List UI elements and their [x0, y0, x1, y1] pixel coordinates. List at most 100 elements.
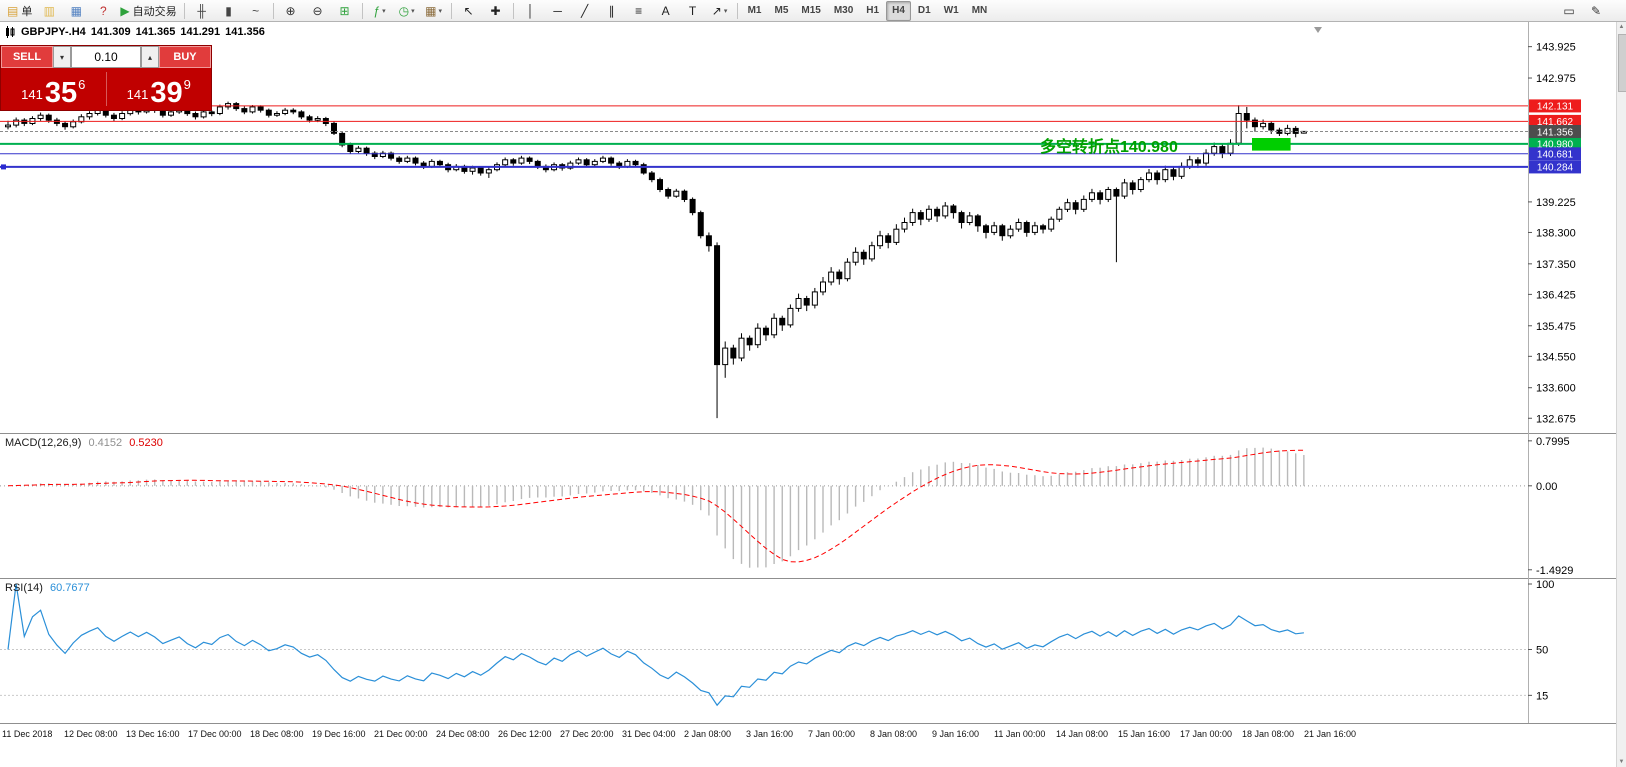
- dropdown-caret-icon: ▾: [723, 7, 728, 15]
- candlestick-symbol-icon: [6, 26, 15, 38]
- fibonacci-button[interactable]: ≡: [626, 1, 652, 21]
- new-order-button[interactable]: ▤ 单: [4, 1, 35, 21]
- toolbar-separator: [512, 2, 514, 19]
- edit-button[interactable]: ✎: [1583, 1, 1609, 21]
- cursor-button[interactable]: ↖: [456, 1, 482, 21]
- price-badge: 140.681: [1529, 147, 1581, 161]
- zoom-in-icon: ⊕: [285, 3, 296, 18]
- timeframe-h1-button[interactable]: H1: [866, 5, 880, 16]
- arrows-button[interactable]: ↗ ▾: [707, 1, 733, 21]
- chat-icon: ▭: [1563, 3, 1575, 18]
- indicators-button[interactable]: ƒ ▾: [367, 1, 393, 21]
- text-button[interactable]: A: [653, 1, 679, 21]
- volume-increase-button[interactable]: ▴: [141, 46, 159, 68]
- price-chart-canvas[interactable]: 143.925 142.975 139.225 138.300 137.350 136.4…: [0, 22, 1616, 433]
- bar-chart-button[interactable]: ╫: [189, 1, 215, 21]
- cursor-icon: ↖: [463, 3, 474, 18]
- time-axis-label: 18 Jan 08:00: [1242, 729, 1295, 739]
- sell-price-prefix: 141: [21, 87, 43, 102]
- crosshair-button[interactable]: ✚: [483, 1, 509, 21]
- help-icon-icon: ?: [100, 3, 107, 18]
- timeframe-w1-button[interactable]: W1: [943, 5, 959, 16]
- text-icon: A: [661, 3, 670, 18]
- svg-text:100: 100: [1536, 579, 1554, 591]
- buy-button[interactable]: BUY: [159, 46, 211, 68]
- dropdown-caret-icon: ▾: [411, 7, 415, 15]
- quote-close: 141.356: [225, 26, 265, 38]
- timeframe-m5-button[interactable]: M5: [774, 5, 789, 16]
- svg-text:15: 15: [1536, 690, 1548, 702]
- scrollbar-up-icon[interactable]: ▲: [1618, 24, 1625, 30]
- svg-text:138.300: 138.300: [1536, 227, 1576, 239]
- quote-low: 141.291: [180, 26, 221, 38]
- price-badge: 142.131: [1529, 99, 1581, 113]
- macd-axis[interactable]: 0.7995 0.00 -1.4929: [1528, 436, 1573, 577]
- svg-text:139.225: 139.225: [1536, 197, 1576, 209]
- scrollbar-down-icon[interactable]: ▼: [1618, 759, 1625, 765]
- text-label-button[interactable]: T: [680, 1, 706, 21]
- sell-price-display[interactable]: 141 35 6: [1, 68, 106, 110]
- svg-text:140.284: 140.284: [1537, 163, 1574, 174]
- channel-button[interactable]: ∥: [599, 1, 625, 21]
- line-chart-button[interactable]: ~: [243, 1, 269, 21]
- help-icon[interactable]: ?: [90, 1, 116, 21]
- timeframe-h4-button[interactable]: H4: [886, 0, 911, 21]
- time-axis-label: 14 Jan 08:00: [1056, 729, 1109, 739]
- price-axis[interactable]: 143.925 142.975 139.225 138.300 137.350 136.4…: [1528, 42, 1581, 426]
- scrollbar-thumb[interactable]: [1618, 34, 1626, 92]
- line-anchor-handle[interactable]: [1, 164, 6, 170]
- svg-text:136.425: 136.425: [1536, 289, 1576, 301]
- one-click-trading-panel: SELL ▾ 0.10 ▴ BUY 141 35 6 141 39 9: [0, 45, 212, 111]
- vertical-scrollbar[interactable]: ▲ ▼: [1616, 22, 1626, 767]
- volume-decrease-button[interactable]: ▾: [53, 46, 71, 68]
- zoom-out-button[interactable]: ⊖: [305, 1, 331, 21]
- rsi-line: [7, 583, 1304, 707]
- toolbar: ▤ 单 ▥ ▦? ▶ 自动交易 ╫ ▮ ~ ⊕ ⊖ ⊞ ƒ ▾ ◷ ▾ ▦ ▾ ↖ ✚ │ ─ ╱ ∥ ≡ A T ↗ ▾ M1 M5 M15…: [0, 0, 1626, 22]
- autotrading-button-label: 自动交易: [132, 5, 177, 18]
- toolbar-separator: [450, 2, 452, 19]
- buy-price-pips: 39: [150, 77, 183, 110]
- price-badge: 141.662: [1529, 114, 1581, 128]
- timeframe-mn-button[interactable]: MN: [971, 5, 988, 16]
- autotrading-button[interactable]: ▶ 自动交易: [117, 1, 179, 21]
- chart-annotation-text[interactable]: 多空转折点140.980: [1040, 138, 1178, 156]
- timeframe-m15-button[interactable]: M15: [801, 5, 821, 16]
- time-axis[interactable]: 11 Dec 2018 12 Dec 08:00 13 Dec 16:00 17 De…: [0, 723, 1616, 767]
- tile-windows-button[interactable]: ⊞: [332, 1, 358, 21]
- chart-shift-marker[interactable]: [1314, 27, 1322, 33]
- sell-button[interactable]: SELL: [1, 46, 53, 68]
- trendline-button[interactable]: ╱: [572, 1, 598, 21]
- macd-signal-value: 0.5230: [129, 437, 163, 449]
- tile-windows-icon: ⊞: [339, 3, 350, 18]
- level-lines-layer[interactable]: [0, 105, 1528, 168]
- time-axis-label: 9 Jan 16:00: [932, 729, 980, 739]
- svg-text:0.00: 0.00: [1536, 481, 1557, 493]
- price-badge: 141.356: [1529, 125, 1581, 138]
- toolbar-separator: [272, 2, 274, 19]
- buy-price-prefix: 141: [126, 87, 149, 102]
- candlestick-chart-button[interactable]: ▮: [216, 1, 242, 21]
- volume-input[interactable]: 0.10: [71, 46, 141, 68]
- highlight-rectangle[interactable]: [1252, 138, 1291, 151]
- time-axis-label: 8 Jan 08:00: [870, 729, 918, 739]
- buy-price-display[interactable]: 141 39 9: [107, 68, 212, 110]
- zoom-in-button[interactable]: ⊕: [278, 1, 304, 21]
- timeframe-d1-button[interactable]: D1: [917, 5, 931, 16]
- time-axis-label: 11 Dec 2018: [2, 729, 53, 739]
- timeframe-m1-button[interactable]: M1: [747, 5, 762, 16]
- periods-button[interactable]: ◷ ▾: [394, 1, 420, 21]
- market-watch-icon[interactable]: ▦: [63, 1, 89, 21]
- svg-text:141.356: 141.356: [1537, 127, 1574, 138]
- vertical-line-button[interactable]: │: [518, 1, 544, 21]
- rsi-axis[interactable]: 100 50 15: [1528, 579, 1554, 702]
- horizontal-line-button[interactable]: ─: [545, 1, 571, 21]
- open-chart-icon[interactable]: ▥: [36, 1, 62, 21]
- macd-panel-canvas[interactable]: 0.7995 0.00 -1.4929: [0, 433, 1616, 578]
- chat-button[interactable]: ▭: [1556, 1, 1582, 21]
- templates-button[interactable]: ▦ ▾: [421, 1, 447, 21]
- quote-high: 141.365: [135, 26, 176, 38]
- svg-text:140.681: 140.681: [1537, 150, 1574, 161]
- rsi-panel-canvas[interactable]: 100 50 15: [0, 578, 1616, 723]
- timeframe-m30-button[interactable]: M30: [833, 5, 854, 16]
